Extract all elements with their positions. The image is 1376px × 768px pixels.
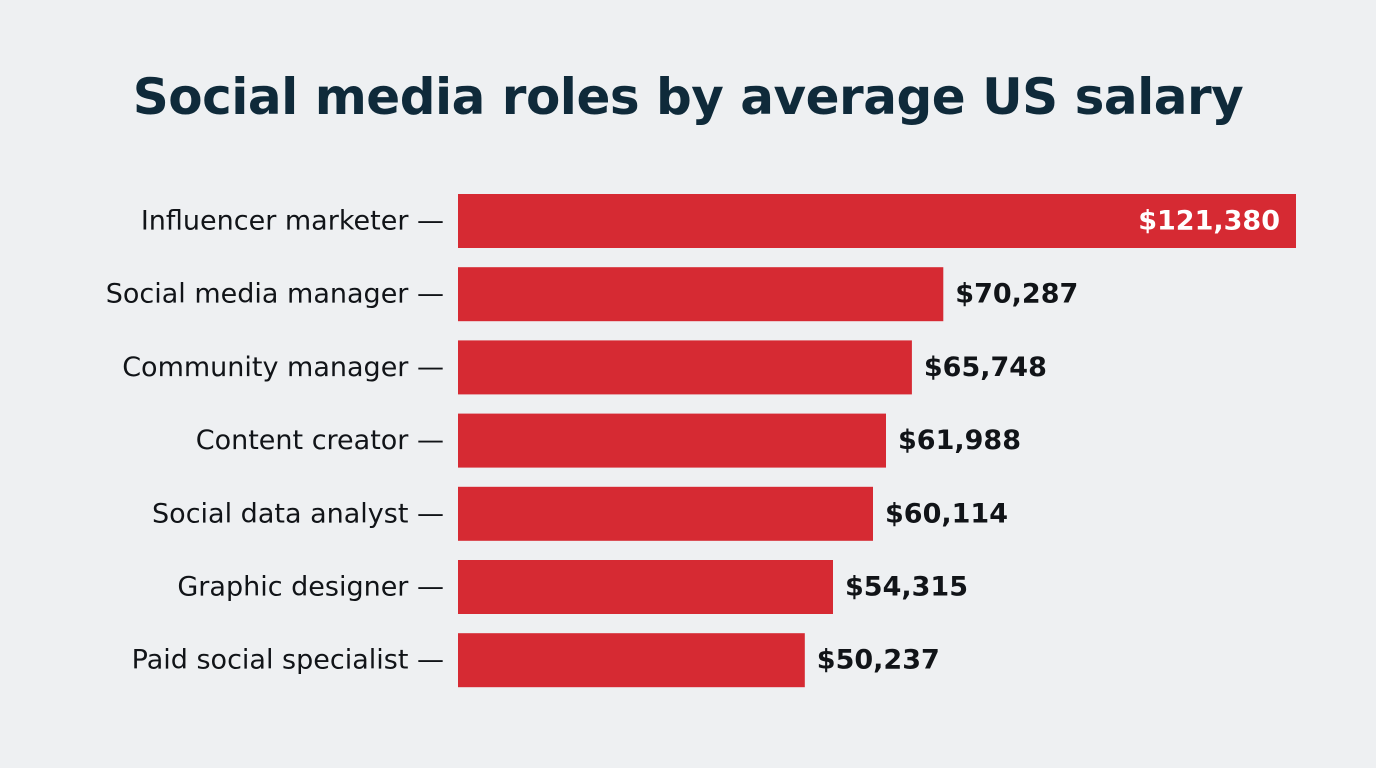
value-label-1: $70,287: [955, 279, 1078, 310]
bar-2: [458, 340, 912, 395]
bar-6: [458, 633, 805, 688]
category-label-5: Graphic designer —: [177, 572, 444, 603]
value-label-0: $121,380: [1138, 206, 1280, 237]
bar-0: [458, 194, 1296, 248]
category-label-3: Content creator —: [196, 425, 444, 456]
chart-title: Social media roles by average US salary: [132, 68, 1244, 126]
category-label-1: Social media manager —: [106, 279, 444, 310]
bar-3: [458, 413, 886, 468]
value-label-4: $60,114: [885, 498, 1008, 529]
category-label-4: Social data analyst —: [152, 498, 444, 529]
value-label-2: $65,748: [924, 352, 1047, 383]
category-label-0: Influencer marketer —: [141, 206, 444, 237]
value-label-3: $61,988: [898, 425, 1021, 456]
category-label-2: Community manager —: [122, 352, 444, 383]
bar-5: [458, 560, 833, 614]
category-label-6: Paid social specialist —: [132, 645, 444, 676]
bar-1: [458, 267, 944, 322]
value-label-6: $50,237: [817, 645, 940, 676]
value-label-5: $54,315: [845, 572, 968, 603]
bar-4: [458, 486, 873, 541]
